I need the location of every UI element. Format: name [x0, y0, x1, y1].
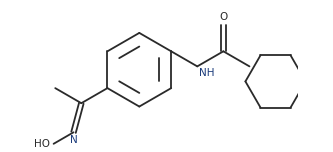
Text: NH: NH	[199, 68, 214, 78]
Text: O: O	[219, 12, 227, 22]
Text: HO: HO	[34, 139, 50, 149]
Text: N: N	[70, 135, 77, 145]
